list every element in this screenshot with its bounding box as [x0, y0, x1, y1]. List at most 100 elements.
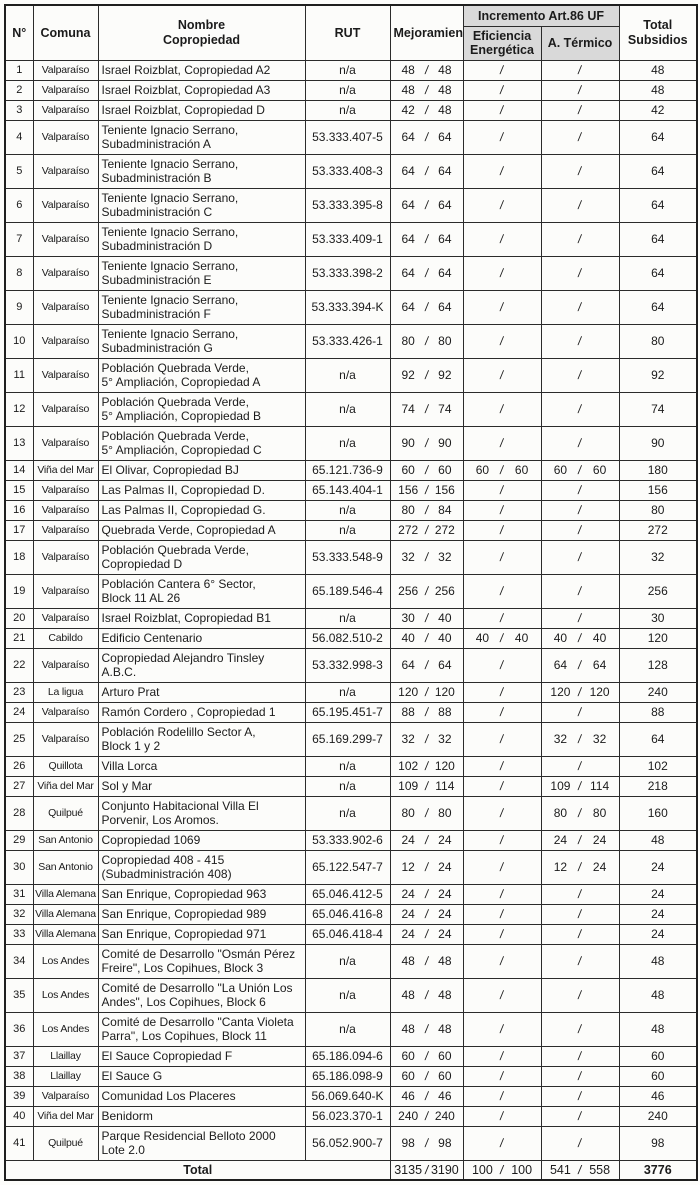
cell-mejoramiento: 102/120: [389, 755, 464, 777]
cell-total: 48: [618, 829, 698, 851]
eficiencia-pair: /: [467, 584, 538, 599]
cell-termico: /: [540, 289, 620, 325]
cell-comuna: Valparaíso: [32, 153, 99, 189]
mejoramiento-right: 60: [438, 462, 452, 477]
cell-eficiencia: /: [462, 795, 542, 831]
mejoramiento-pair: 24/24: [394, 833, 460, 848]
cell-termico: /: [540, 1125, 620, 1161]
cell-termico: /: [540, 1065, 620, 1087]
slash-separator: /: [577, 1135, 583, 1150]
cell-total: 98: [618, 1125, 698, 1161]
slash-separator: /: [577, 1068, 583, 1083]
cell-mejoramiento: 92/92: [389, 357, 464, 393]
cell-termico: /: [540, 119, 620, 155]
slash-separator: /: [499, 731, 505, 746]
mejoramiento-pair: 30/40: [394, 611, 460, 626]
cell-total: 30: [618, 607, 698, 629]
cell-nombre: Quebrada Verde, Copropiedad A: [97, 519, 306, 541]
cell-comuna: Valparaíso: [32, 701, 99, 723]
mejoramiento-left: 30: [401, 610, 415, 625]
cell-nombre: Israel Roizblat, Copropiedad A3: [97, 79, 306, 101]
table-row: 37 Llaillay El Sauce Copropiedad F 65.18…: [4, 1045, 698, 1067]
termico-pair: /: [545, 988, 616, 1003]
table-row: 12 Valparaíso Población Quebrada Verde, …: [4, 391, 698, 427]
mejoramiento-pair: 272/272: [394, 523, 460, 538]
cell-numero: 8: [4, 255, 34, 291]
slash-separator: /: [577, 265, 583, 280]
cell-nombre: Teniente Ignacio Serrano, Subadministrac…: [97, 187, 306, 223]
termico-pair: 64/64: [545, 658, 616, 673]
total-grand: 3776: [618, 1159, 698, 1181]
cell-comuna: Valparaíso: [32, 573, 99, 609]
termico-left: 80: [553, 805, 568, 820]
eficiencia-pair: /: [467, 436, 538, 451]
eficiencia-right: 40: [514, 630, 529, 645]
cell-eficiencia: /: [462, 59, 542, 81]
mejoramiento-right: 48: [438, 102, 452, 117]
termico-pair: /: [545, 1109, 616, 1124]
table-row: 31 Villa Alemana San Enrique, Copropieda…: [4, 883, 698, 905]
mejoramiento-left: 60: [401, 1068, 415, 1083]
cell-mejoramiento: 32/32: [389, 539, 464, 575]
cell-mejoramiento: 46/46: [389, 1085, 464, 1107]
table-row: 32 Villa Alemana San Enrique, Copropieda…: [4, 903, 698, 925]
cell-eficiencia: 40/40: [462, 627, 542, 649]
slash-separator: /: [577, 549, 583, 564]
mejoramiento-pair: 48/48: [394, 63, 460, 78]
cell-rut: 56.082.510-2: [304, 627, 391, 649]
cell-numero: 29: [4, 829, 34, 851]
mejoramiento-pair: 24/24: [394, 887, 460, 902]
table-row: 4 Valparaíso Teniente Ignacio Serrano, S…: [4, 119, 698, 155]
cell-nombre: Ramón Cordero , Copropiedad 1: [97, 701, 306, 723]
cell-rut: 53.333.394-K: [304, 289, 391, 325]
mejoramiento-pair: 46/46: [394, 1089, 460, 1104]
slash-separator: /: [499, 163, 505, 178]
cell-nombre: Copropiedad 408 - 415 (Subadministración…: [97, 849, 306, 885]
cell-termico: /: [540, 323, 620, 359]
mejoramiento-left: 109: [398, 778, 419, 793]
total-mejoramiento-left: 3135: [394, 1162, 423, 1177]
cell-nombre: Comité de Desarrollo "La Unión Los Andes…: [97, 977, 306, 1013]
cell-comuna: Valparaíso: [32, 539, 99, 575]
cell-numero: 26: [4, 755, 34, 777]
eficiencia-pair: /: [467, 334, 538, 349]
cell-total: 92: [618, 357, 698, 393]
cell-comuna: Valparaíso: [32, 721, 99, 757]
cell-nombre: Villa Lorca: [97, 755, 306, 777]
cell-nombre: Edificio Centenario: [97, 627, 306, 649]
cell-rut: n/a: [304, 391, 391, 427]
cell-rut: n/a: [304, 1011, 391, 1047]
cell-numero: 41: [4, 1125, 34, 1161]
cell-nombre: Comunidad Los Placeres: [97, 1085, 306, 1107]
mejoramiento-right: 48: [438, 987, 452, 1002]
mejoramiento-right: 46: [438, 1088, 452, 1103]
cell-termico: /: [540, 499, 620, 521]
cell-total: 64: [618, 221, 698, 257]
mejoramiento-left: 24: [401, 832, 415, 847]
table-row: 34 Los Andes Comité de Desarrollo "Osmán…: [4, 943, 698, 979]
eficiencia-pair: /: [467, 266, 538, 281]
termico-pair: 80/80: [545, 806, 616, 821]
cell-eficiencia: /: [462, 255, 542, 291]
termico-pair: /: [545, 927, 616, 942]
cell-rut: 65.195.451-7: [304, 701, 391, 723]
cell-termico: /: [540, 479, 620, 501]
cell-nombre: Teniente Ignacio Serrano, Subadministrac…: [97, 289, 306, 325]
mejoramiento-pair: 60/60: [394, 1069, 460, 1084]
cell-total: 64: [618, 153, 698, 189]
mejoramiento-left: 64: [401, 265, 415, 280]
slash-separator: /: [577, 367, 583, 382]
slash-separator: /: [499, 704, 505, 719]
cell-mejoramiento: 74/74: [389, 391, 464, 427]
mejoramiento-left: 80: [401, 502, 415, 517]
cell-termico: /: [540, 59, 620, 81]
cell-termico: /: [540, 943, 620, 979]
slash-separator: /: [499, 1021, 505, 1036]
slash-separator: /: [577, 1108, 583, 1123]
termico-right: 40: [592, 630, 607, 645]
cell-comuna: Viña del Mar: [32, 1105, 99, 1127]
termico-pair: /: [545, 130, 616, 145]
cell-eficiencia: /: [462, 883, 542, 905]
termico-pair: /: [545, 164, 616, 179]
